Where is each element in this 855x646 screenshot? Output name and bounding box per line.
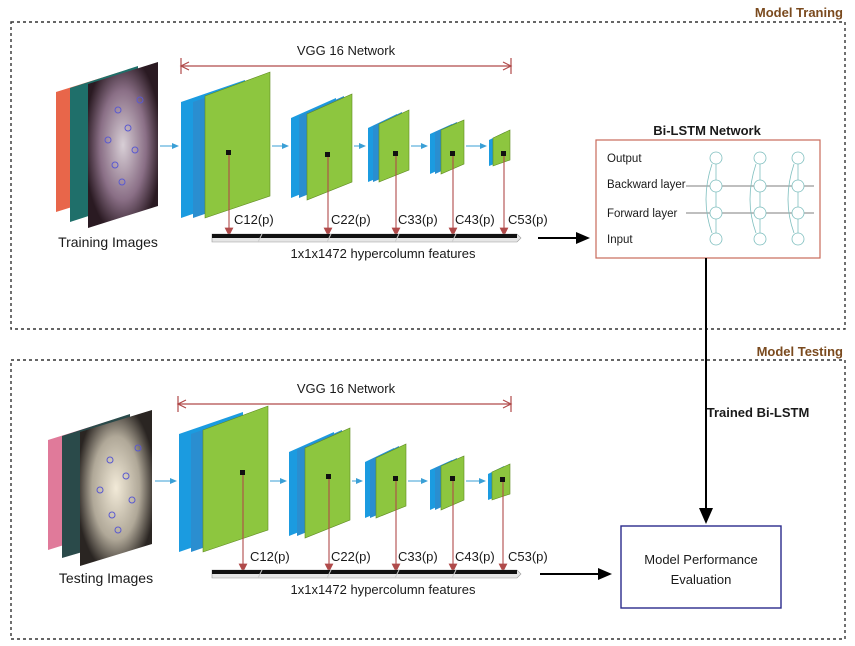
- hypercolumn-bar-training: [211, 233, 522, 243]
- evaluation-line-2: Evaluation: [671, 572, 732, 587]
- hypercolumn-drops-testing: [238, 475, 508, 573]
- layer-label: C33(p): [398, 549, 438, 564]
- trained-bilstm-label: Trained Bi-LSTM: [707, 405, 810, 420]
- bilstm-title: Bi-LSTM Network: [653, 123, 761, 138]
- vgg-label-training: VGG 16 Network: [297, 43, 396, 58]
- feature-map-block-2: [289, 427, 351, 539]
- hypercolumn-bar-testing: [211, 569, 522, 579]
- testing-section-frame: [10, 359, 846, 640]
- evaluation-line-1: Model Performance: [644, 552, 757, 567]
- feature-map-block-1: [179, 405, 269, 553]
- feature-map-block-3: [368, 109, 410, 183]
- training-section-title: Model Traning: [755, 5, 843, 20]
- layer-labels-training: C12(p) C22(p) C33(p) C43(p) C53(p): [234, 212, 548, 227]
- layer-label: C33(p): [398, 212, 438, 227]
- bilstm-row-labels: Output Backward layer Forward layer Inpu…: [607, 153, 686, 246]
- layer-label: C22(p): [331, 212, 371, 227]
- arrow-to-bilstm: [538, 232, 590, 244]
- testing-images-label: Testing Images: [59, 570, 153, 586]
- layer-label: C53(p): [508, 549, 548, 564]
- vgg-bracket-training: [179, 58, 513, 74]
- feature-map-block-5: [489, 129, 511, 167]
- bilstm-row-label: Forward layer: [607, 208, 677, 220]
- feature-map-block-3: [365, 443, 407, 519]
- features-label-testing: 1x1x1472 hypercolumn features: [290, 582, 476, 597]
- bilstm-row-label: Input: [607, 234, 633, 246]
- layer-label: C43(p): [455, 549, 495, 564]
- feature-map-block-4: [430, 119, 465, 175]
- training-section-frame: [10, 21, 846, 330]
- trained-bilstm-arrow: [699, 258, 713, 524]
- training-images-label: Training Images: [58, 234, 158, 250]
- bilstm-schematic: [686, 151, 814, 246]
- hypercolumn-drops-training: [224, 155, 509, 237]
- layer-label: C53(p): [508, 212, 548, 227]
- testing-images: [48, 410, 152, 566]
- vgg-bracket-testing: [176, 396, 513, 412]
- layer-labels-testing: C12(p) C22(p) C33(p) C43(p) C53(p): [250, 549, 548, 564]
- testing-section-title: Model Testing: [757, 344, 843, 359]
- layer-label: C12(p): [234, 212, 274, 227]
- bilstm-box: [595, 139, 821, 259]
- arrow-to-evaluation: [540, 568, 612, 580]
- layer-label: C22(p): [331, 549, 371, 564]
- training-images: [56, 62, 158, 228]
- features-label-training: 1x1x1472 hypercolumn features: [290, 246, 476, 261]
- evaluation-box: [620, 525, 782, 609]
- feature-map-block-2: [291, 93, 353, 201]
- feature-map-block-4: [430, 455, 465, 511]
- bilstm-row-label: Backward layer: [607, 179, 686, 191]
- bilstm-row-label: Output: [607, 153, 642, 165]
- feature-map-block-1: [181, 71, 271, 219]
- layer-label: C43(p): [455, 212, 495, 227]
- vgg-label-testing: VGG 16 Network: [297, 381, 396, 396]
- feature-map-block-5: [488, 463, 511, 501]
- layer-label: C12(p): [250, 549, 290, 564]
